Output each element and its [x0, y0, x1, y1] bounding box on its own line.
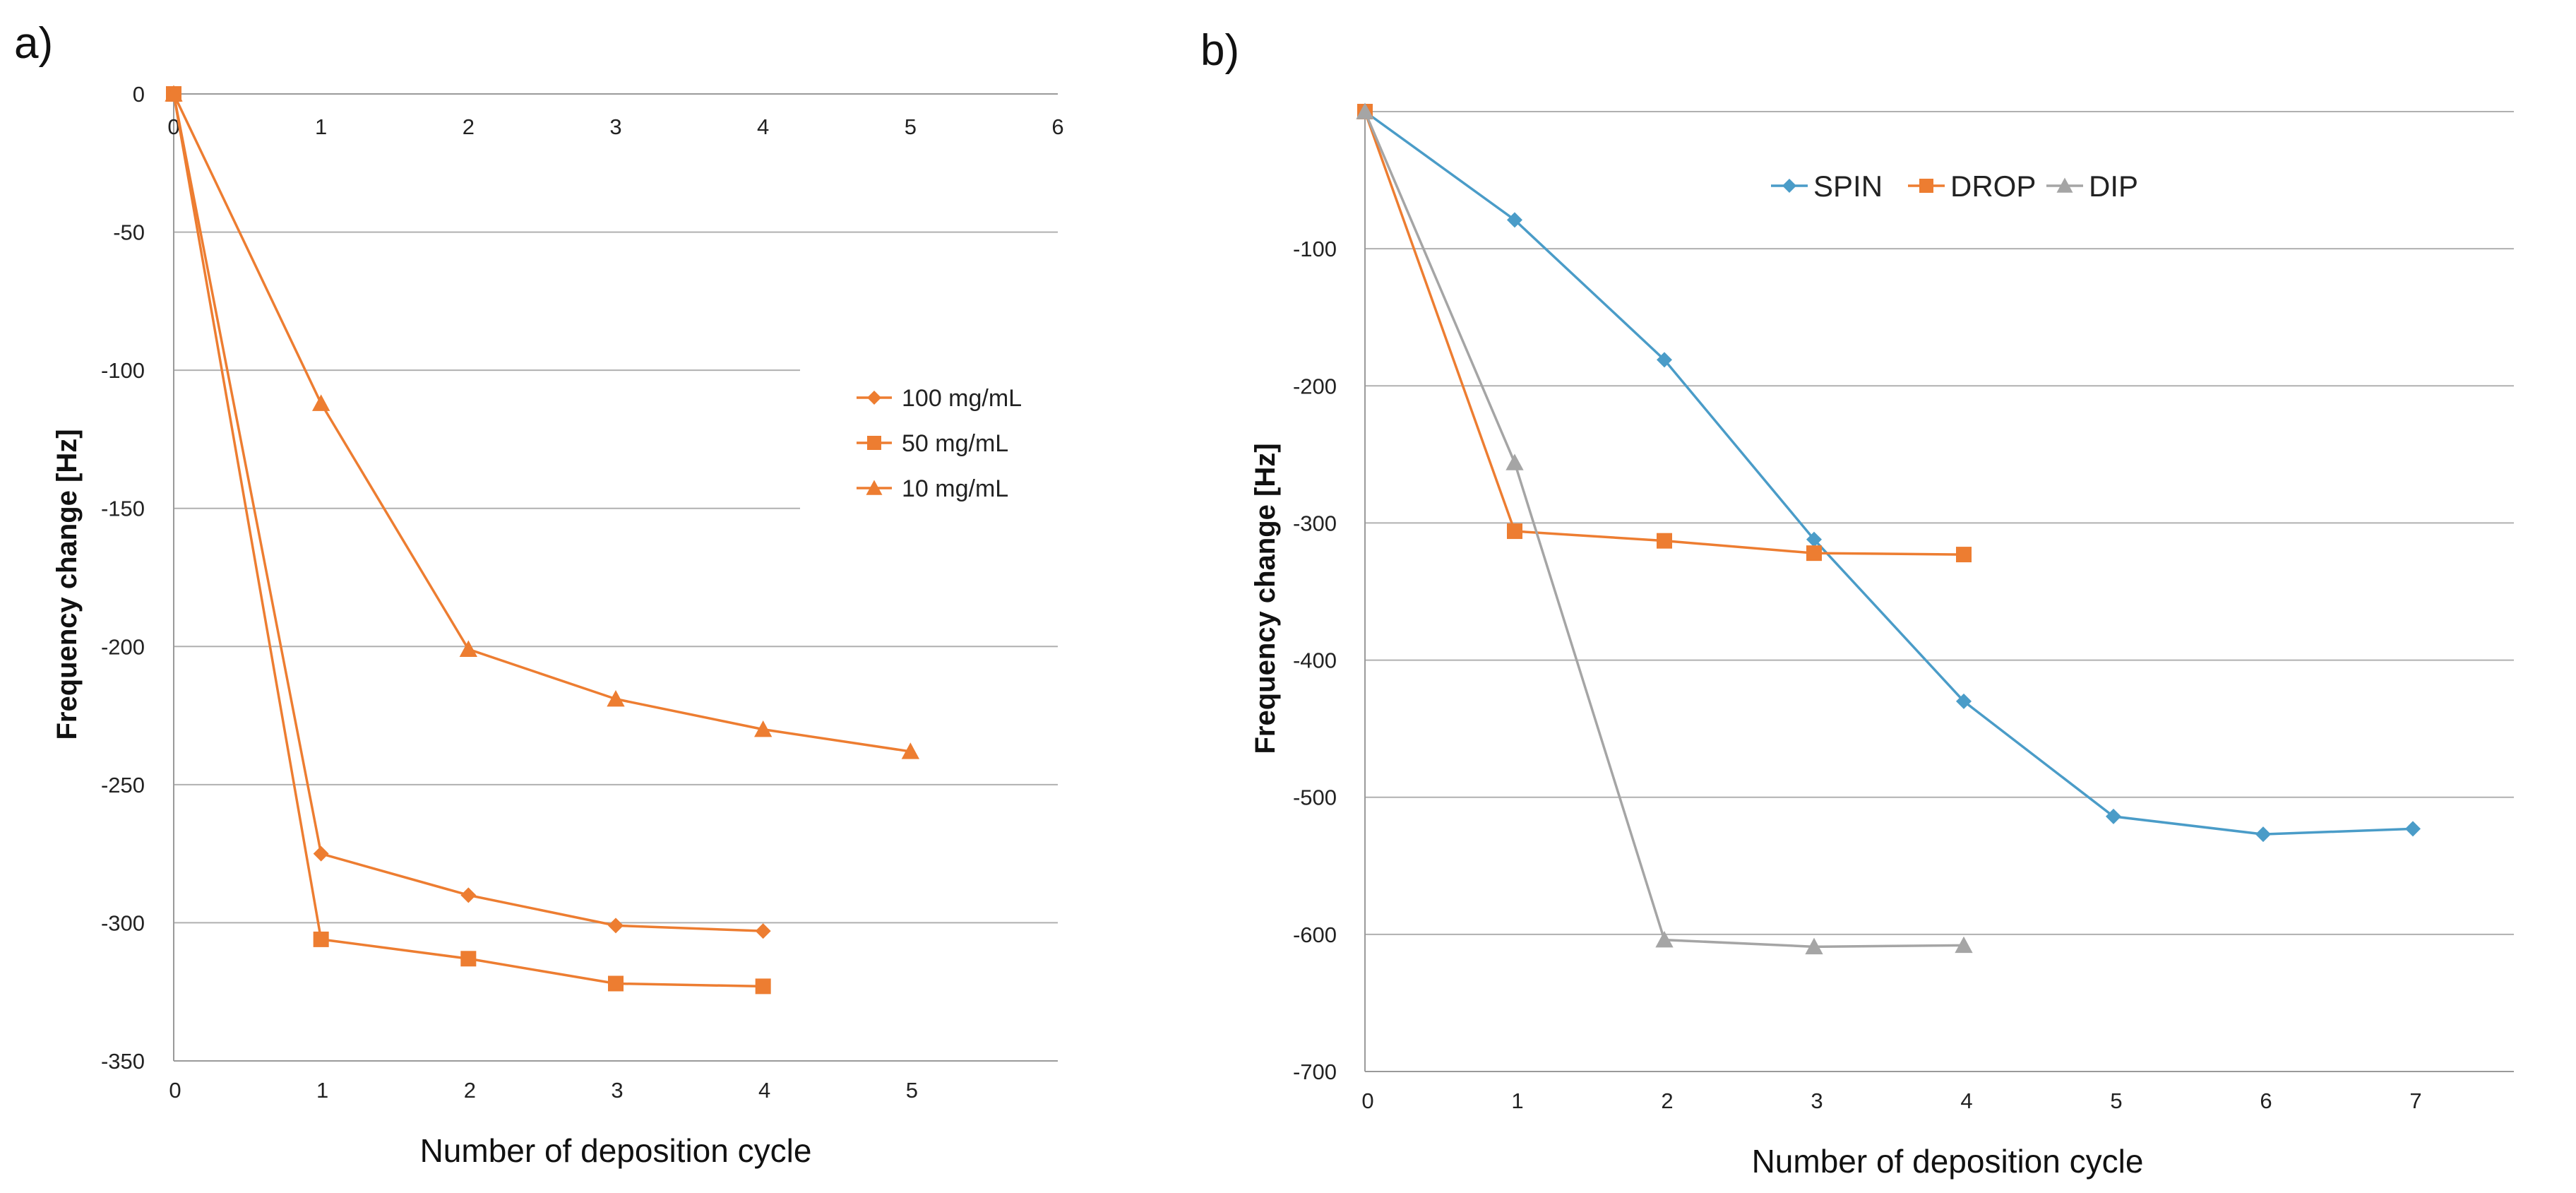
x-tick-label-b: 7 [2409, 1088, 2421, 1113]
legend-label-b: DROP [1950, 170, 2036, 203]
y-tick-label-a: -350 [101, 1049, 145, 1074]
legend-label-a: 10 mg/mL [902, 475, 1008, 502]
panel-b-label: b) [1200, 26, 1239, 75]
data-point-a-0 [608, 918, 624, 934]
x-tick-label-top-a: 1 [315, 114, 327, 139]
y-tick-label-b: -700 [1293, 1060, 1337, 1084]
data-point-a-2 [312, 394, 330, 411]
data-point-a-1 [755, 978, 771, 995]
legend-label-b: DIP [2089, 170, 2138, 203]
data-point-b-0 [2106, 808, 2121, 824]
data-point-b-0 [1956, 693, 1972, 709]
data-point-b-0 [1657, 352, 1672, 368]
data-point-b-2 [1356, 102, 1374, 119]
data-point-b-0 [1507, 212, 1522, 228]
x-tick-label-bottom-a: 5 [906, 1078, 918, 1103]
data-point-b-1 [1507, 523, 1522, 540]
legend-marker-a [866, 480, 883, 495]
x-tick-label-b: 3 [1811, 1088, 1823, 1113]
data-point-a-0 [313, 845, 329, 862]
data-point-b-1 [1806, 545, 1822, 562]
x-tick-label-top-a: 3 [609, 114, 621, 139]
x-tick-label-b: 5 [2110, 1088, 2122, 1113]
y-tick-label-a: -100 [101, 358, 145, 383]
legend-label-b: SPIN [1813, 170, 1883, 203]
x-tick-label-bottom-a: 0 [169, 1078, 181, 1103]
data-point-b-1 [1956, 547, 1972, 563]
x-axis-title-a: Number of deposition cycle [420, 1132, 812, 1169]
x-tick-label-bottom-a: 3 [611, 1078, 623, 1103]
x-tick-label-top-a: 4 [757, 114, 769, 139]
y-axis-title-b: Frequency change [Hz] [1250, 443, 1281, 754]
series-line-b-2 [1364, 111, 1964, 949]
x-tick-label-top-a: 5 [905, 114, 917, 139]
series-line-b-0 [1364, 110, 2414, 836]
x-tick-label-b: 2 [1661, 1088, 1673, 1113]
y-tick-label-b: -100 [1293, 237, 1337, 261]
y-tick-label-b: -600 [1293, 922, 1337, 947]
x-tick-label-top-a: 2 [463, 114, 475, 139]
legend-label-a: 100 mg/mL [902, 385, 1022, 412]
x-tick-label-b: 0 [1361, 1088, 1373, 1113]
data-point-b-0 [1806, 531, 1822, 547]
data-point-a-0 [755, 923, 771, 939]
x-tick-label-b: 4 [1960, 1088, 1972, 1113]
data-point-a-1 [313, 931, 329, 947]
x-tick-label-top-a: 6 [1051, 114, 1063, 139]
data-point-b-2 [1955, 936, 1973, 954]
y-tick-label-a: 0 [133, 82, 145, 107]
data-point-b-2 [1655, 930, 1674, 948]
data-point-a-2 [165, 85, 183, 102]
data-point-b-2 [1805, 937, 1823, 955]
legend-marker-a [867, 436, 881, 450]
legend-marker-b [1782, 179, 1796, 193]
series-line-a-1 [172, 93, 763, 988]
y-tick-label-b: -300 [1293, 511, 1337, 535]
y-tick-label-b: -500 [1293, 785, 1337, 810]
x-tick-label-top-a: 0 [167, 114, 179, 139]
series-line-a-0 [172, 93, 763, 932]
x-tick-label-bottom-a: 2 [464, 1078, 476, 1103]
y-tick-label-b: -200 [1293, 374, 1337, 398]
x-tick-label-bottom-a: 4 [758, 1078, 770, 1103]
legend-marker-b [2056, 177, 2073, 193]
data-point-a-2 [459, 640, 477, 657]
data-point-a-1 [460, 951, 477, 967]
y-tick-label-b: -400 [1293, 648, 1337, 673]
legend-marker-a [867, 391, 881, 405]
y-tick-label-a: -150 [101, 497, 145, 521]
data-point-a-0 [460, 887, 477, 903]
x-tick-label-bottom-a: 1 [316, 1078, 328, 1103]
legend-marker-b [1919, 179, 1933, 193]
panel-a-label: a) [14, 19, 53, 68]
x-tick-label-b: 6 [2260, 1088, 2272, 1113]
data-point-a-1 [608, 975, 624, 992]
y-tick-label-a: -50 [113, 220, 145, 245]
data-point-b-1 [1657, 533, 1672, 549]
y-tick-label-a: -250 [101, 773, 145, 797]
data-point-b-0 [2405, 821, 2421, 837]
y-tick-label-a: -200 [101, 634, 145, 659]
series-line-a-2 [172, 93, 911, 753]
y-axis-title-a: Frequency change [Hz] [52, 429, 83, 740]
x-tick-label-b: 1 [1511, 1088, 1523, 1113]
y-tick-label-a: -300 [101, 910, 145, 935]
data-point-b-0 [2255, 826, 2271, 843]
data-point-a-2 [607, 689, 625, 707]
data-point-a-2 [754, 720, 773, 737]
legend-label-a: 50 mg/mL [902, 430, 1008, 457]
data-point-a-2 [901, 742, 919, 759]
x-axis-title-b: Number of deposition cycle [1752, 1143, 2144, 1180]
data-point-b-2 [1505, 453, 1524, 470]
